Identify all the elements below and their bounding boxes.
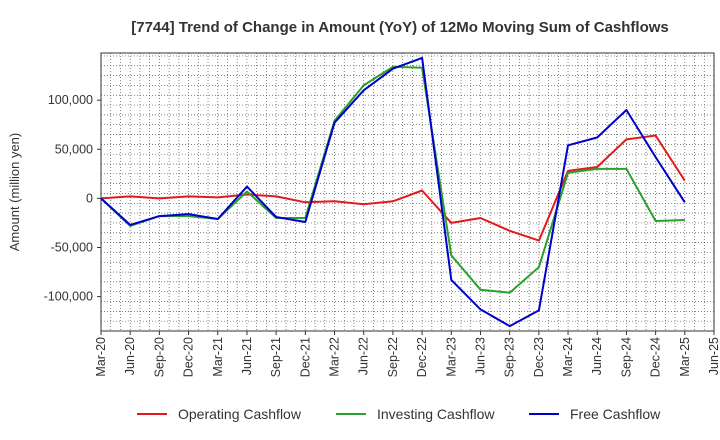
series-line-investing-cashflow <box>100 65 685 294</box>
x-tick-label: Sep-20 <box>152 337 166 377</box>
x-tick-label: Dec-20 <box>182 337 196 377</box>
series-line-operating-cashflow <box>100 134 686 242</box>
x-tick-label: Dec-21 <box>298 337 312 377</box>
x-tick-label: Jun-25 <box>707 337 720 375</box>
x-tick-label: Jun-21 <box>240 337 254 375</box>
chart-title: [7744] Trend of Change in Amount (YoY) o… <box>131 19 669 36</box>
y-tick-label: -100,000 <box>44 290 93 304</box>
series-line-free-cashflow <box>100 56 686 328</box>
x-tick-label: Sep-24 <box>619 337 633 377</box>
x-tick-label: Sep-23 <box>503 337 517 377</box>
y-axis-label: Amount (million yen) <box>7 133 22 252</box>
x-tick-label: Sep-21 <box>269 337 283 377</box>
x-tick-label: Mar-21 <box>211 337 225 377</box>
y-tick-label: 100,000 <box>48 93 93 107</box>
x-tick-label: Jun-24 <box>590 337 604 375</box>
y-tick-label: 50,000 <box>55 142 93 156</box>
x-tick-label: Dec-24 <box>649 337 663 377</box>
y-tick-label: -50,000 <box>51 241 93 255</box>
x-tick-label: Dec-22 <box>415 337 429 377</box>
plot-area <box>100 52 715 332</box>
grid <box>101 53 714 331</box>
x-tick-label: Jun-20 <box>123 337 137 375</box>
x-tick-label: Sep-22 <box>386 337 400 377</box>
x-tick-label: Jun-23 <box>473 337 487 375</box>
x-tick-label: Mar-24 <box>561 337 575 377</box>
x-tick-label: Mar-20 <box>94 337 108 377</box>
x-tick-label: Mar-25 <box>678 337 692 377</box>
legend-label-operating-cashflow: Operating Cashflow <box>178 406 302 422</box>
x-axis-ticks: Mar-20 Jun-20 Sep-20 Dec-20 Mar-21 Jun-21 Sep-… <box>94 331 720 377</box>
series-lines <box>100 56 686 328</box>
y-axis-ticks: -100,000 -50,000 0 50,000 100,000 <box>44 93 101 304</box>
x-tick-label: Jun-22 <box>357 337 371 375</box>
legend-label-free-cashflow: Free Cashflow <box>570 406 661 422</box>
x-tick-label: Mar-22 <box>328 337 342 377</box>
x-tick-label: Mar-23 <box>444 337 458 377</box>
legend: Operating Cashflow Investing Cashflow Free… <box>137 406 661 422</box>
legend-label-investing-cashflow: Investing Cashflow <box>377 406 495 422</box>
y-tick-label: 0 <box>86 191 93 205</box>
x-tick-label: Dec-23 <box>532 337 546 377</box>
